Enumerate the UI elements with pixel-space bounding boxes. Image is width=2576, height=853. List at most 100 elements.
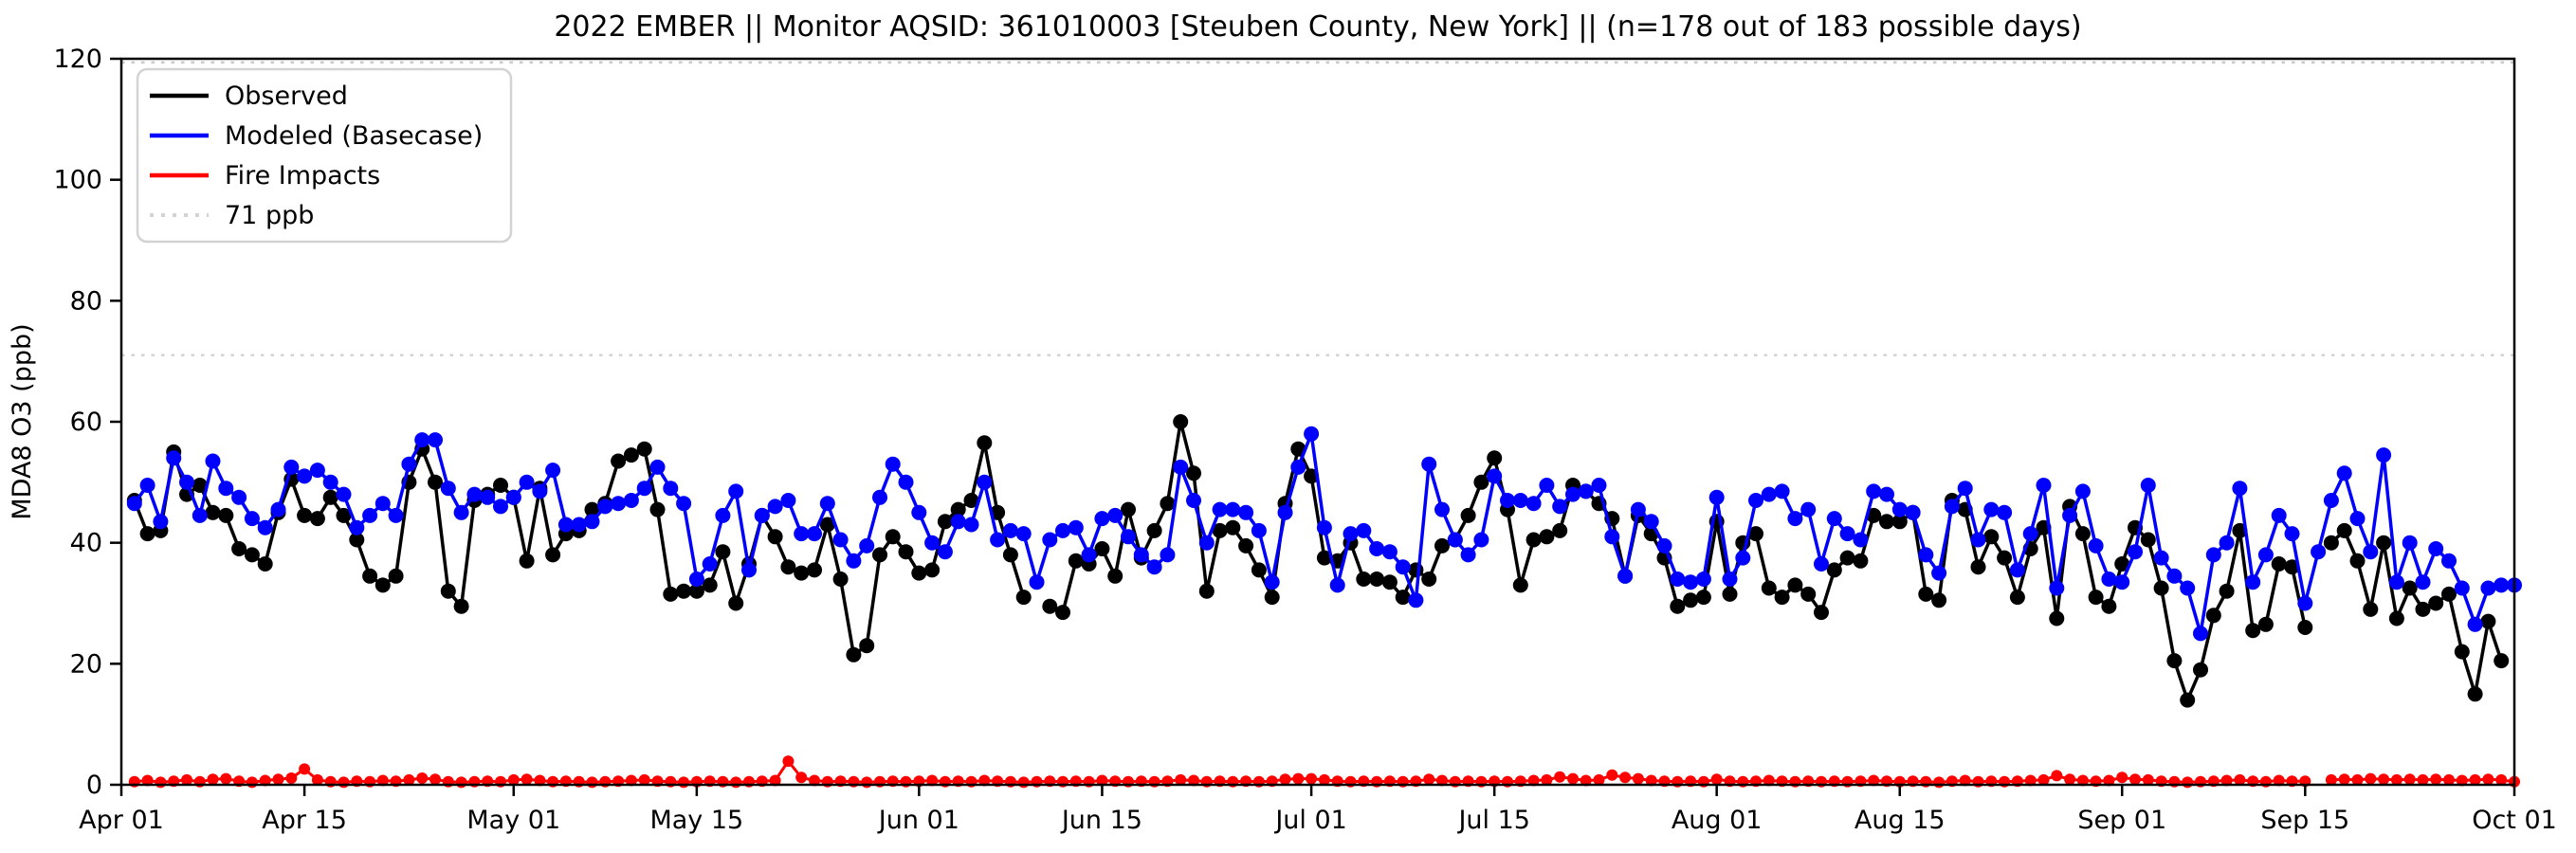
data-point [1606, 769, 1618, 781]
data-point [911, 565, 927, 581]
data-point [1552, 499, 1568, 515]
data-point [937, 544, 953, 560]
data-point [1933, 776, 1946, 789]
data-point [2378, 773, 2390, 786]
data-point [480, 489, 496, 505]
data-point [1434, 501, 1450, 517]
x-tick-label: Jul 01 [1273, 806, 1347, 835]
data-point [2193, 662, 2208, 678]
data-point [794, 565, 810, 581]
data-point [218, 507, 234, 523]
data-point [2363, 544, 2379, 560]
data-point [1068, 519, 1084, 535]
series-modeled-basecase-markers [126, 426, 2522, 642]
data-point [1826, 511, 1842, 527]
series-fire-impacts-markers [128, 755, 2520, 789]
data-point [1565, 486, 1580, 502]
data-point [1186, 493, 1201, 508]
data-point [1186, 465, 1201, 481]
data-point [453, 504, 469, 520]
data-point [1891, 514, 1908, 530]
data-point [1356, 522, 1372, 538]
data-point [924, 562, 941, 578]
x-tick-label: Sep 15 [2260, 806, 2349, 835]
data-point [309, 511, 325, 527]
y-tick-label: 20 [70, 649, 102, 679]
data-point [244, 547, 260, 563]
data-point [2494, 577, 2510, 593]
data-point [1160, 496, 1176, 512]
data-point [1356, 572, 1372, 587]
data-point [2403, 773, 2416, 786]
data-point [2456, 774, 2468, 787]
data-point [2271, 556, 2287, 572]
data-point [636, 441, 652, 457]
x-tick-label: Oct 01 [2472, 806, 2557, 835]
data-point [1264, 574, 1280, 590]
data-point [1225, 519, 1241, 535]
legend-box [136, 67, 513, 244]
data-point [2074, 526, 2091, 542]
data-point [872, 489, 887, 505]
data-point [2166, 568, 2183, 584]
data-point [977, 474, 993, 490]
data-point [2062, 507, 2078, 523]
data-point [519, 474, 535, 490]
data-point [1957, 481, 1973, 497]
chart-title: 2022 EMBER || Monitor AQSID: 361010003 [… [554, 10, 2081, 44]
data-point [2349, 511, 2366, 527]
data-point [1500, 493, 1515, 508]
data-point [309, 463, 325, 479]
data-point [192, 507, 208, 523]
data-point [1997, 504, 2013, 520]
data-point [819, 496, 835, 512]
data-point [2376, 535, 2392, 551]
data-point [297, 468, 313, 484]
data-point [2049, 580, 2065, 596]
data-point [2180, 580, 2196, 596]
data-point [2454, 580, 2470, 596]
data-point [2114, 556, 2130, 572]
data-point [728, 483, 744, 499]
data-point [1970, 559, 1986, 575]
data-point [2140, 532, 2156, 548]
data-point [676, 496, 692, 512]
data-point [571, 517, 587, 533]
data-point [1853, 532, 1869, 548]
data-point [1121, 529, 1136, 545]
data-point [1306, 772, 1318, 785]
data-point [1632, 772, 1644, 785]
data-point [2284, 559, 2300, 575]
data-point [1578, 483, 1594, 499]
data-point [231, 541, 247, 556]
data-point [1329, 577, 1345, 593]
data-point [1198, 583, 1215, 599]
data-point [937, 514, 953, 530]
data-point [428, 474, 443, 490]
data-point [1630, 501, 1646, 517]
data-point [2205, 547, 2221, 563]
data-point [1188, 774, 1199, 787]
data-point [2311, 544, 2327, 560]
legend-label-fire: Fire Impacts [225, 161, 380, 191]
x-tick-label: May 15 [649, 806, 743, 835]
data-point [782, 755, 795, 768]
data-point [1175, 773, 1187, 786]
data-point [2390, 773, 2402, 786]
data-point [1761, 580, 1777, 596]
data-point [519, 553, 535, 569]
data-point [1238, 537, 1254, 554]
data-point [1290, 459, 1306, 475]
data-point [1316, 519, 1332, 535]
data-point [1683, 592, 1699, 608]
data-point [2441, 553, 2457, 569]
y-tick-label: 40 [70, 529, 102, 558]
data-point [1460, 547, 1476, 563]
data-point [950, 501, 966, 517]
data-point [977, 435, 993, 451]
data-point [1722, 586, 1738, 602]
data-point [1225, 501, 1241, 517]
x-axis: Apr 01 Apr 15 May 01 May 15 Jun 01 Jun 15 Jul … [79, 785, 2557, 835]
data-point [688, 583, 704, 599]
data-point [2129, 773, 2141, 786]
